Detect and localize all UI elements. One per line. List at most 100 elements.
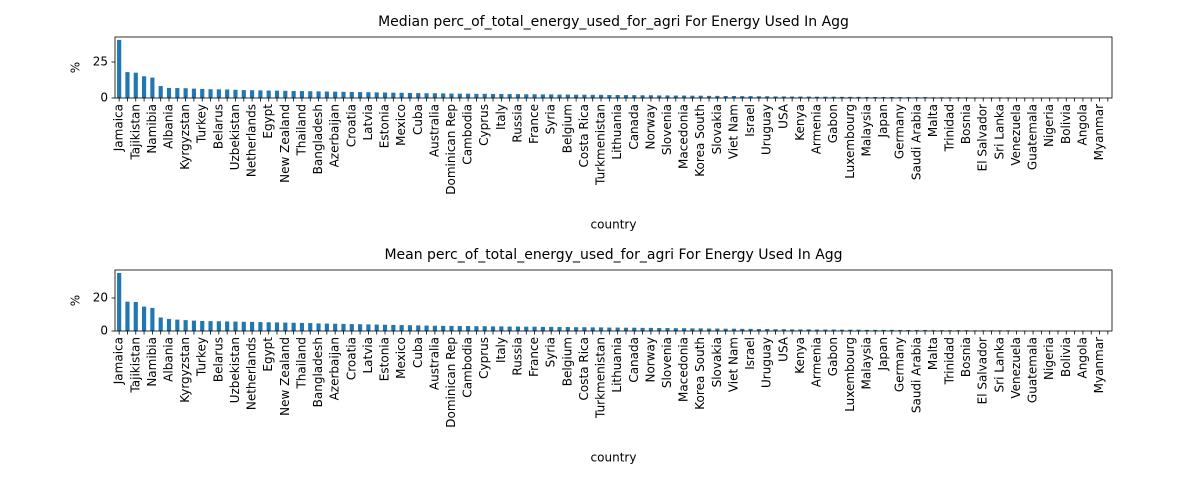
x-tick-label: Slovenia [660,104,674,155]
bar [299,91,305,98]
x-tick-label: Macedonia [677,337,691,402]
bar [150,307,155,331]
bar [474,93,479,98]
bar [117,272,122,331]
x-tick-label: Italy [494,104,508,130]
x-tick-label: Canada [627,104,641,150]
x-tick-label: Macedonia [677,104,691,169]
x-tick-label: Belarus [211,337,225,382]
bar [632,95,637,98]
bar [349,324,354,331]
x-tick-label: Dominican Rep [444,104,458,195]
x-tick-label: Gabon [826,104,840,143]
x-tick-label: Tajikistan [128,337,142,394]
bar [814,96,820,98]
x-tick-label: Japan [876,337,890,371]
x-tick-label: Japan [876,104,890,138]
bar [682,95,687,98]
x-tick-label: Viet Nam [726,104,740,159]
bar [216,89,221,98]
bar [607,94,612,98]
bar [574,94,579,98]
bar [706,328,712,331]
bar [449,325,454,331]
x-tick-label: Kenya [793,337,807,374]
bar [125,301,130,331]
x-tick-label: Gabon [826,337,840,376]
x-tick-label: Malta [926,104,940,137]
bar [582,327,587,331]
bar [565,327,570,331]
x-axis-label: country [591,218,637,232]
bar [615,94,620,98]
bar [898,330,903,331]
x-tick-label: Nigeria [1042,104,1056,147]
bar [790,96,795,98]
x-tick-label: Nigeria [1042,337,1056,380]
x-tick-label: Estonia [378,337,392,381]
bar [939,330,944,331]
x-tick-label: Armenia [810,337,824,387]
x-tick-label: Malaysia [859,104,873,156]
bar [740,328,745,331]
x-tick-label: Trinidad [942,337,956,385]
bar [490,326,496,331]
bar [374,92,379,98]
bar [441,93,446,98]
x-tick-label: Namibia [145,104,159,154]
bar [856,329,861,331]
x-tick-label: Luxembourg [843,337,857,412]
bar [466,326,471,331]
bar [266,90,271,98]
bar [873,96,878,98]
x-tick-label: USA [776,336,790,362]
x-tick-label: Kyrgyzstan [178,104,192,170]
bar [482,326,487,331]
bar [540,326,545,331]
x-tick-label: Bangladesh [311,337,325,407]
x-tick-label: Slovakia [710,337,724,387]
bar [142,76,147,98]
x-tick-label: Albania [162,337,176,382]
x-tick-label: Bolivia [1059,337,1073,377]
bar [274,322,280,331]
x-tick-label: Guatemala [1026,104,1040,170]
bar [191,320,197,331]
bar [382,324,388,331]
y-tick-label: 0 [100,91,108,105]
bar [208,321,213,331]
x-tick-label: Myanmar [1092,104,1106,160]
x-tick-label: Slovenia [660,337,674,388]
bar [964,330,969,331]
bar [848,329,853,331]
x-tick-label: Venezuela [1009,337,1023,399]
bar [333,323,338,331]
bar [158,86,163,98]
bar [790,329,795,331]
bar [715,328,720,331]
x-tick-label: Russia [510,104,524,143]
bar [515,94,521,98]
x-tick-label: Cuba [411,337,425,368]
bar [582,94,587,98]
x-tick-label: Latvia [361,337,375,374]
x-tick-label: Australia [427,104,441,157]
bar [358,92,363,98]
x-tick-label: El Salvador [976,337,990,404]
bar [241,90,246,98]
x-tick-label: Belgium [560,104,574,153]
bar [274,90,280,98]
bar [117,39,122,98]
bar [690,95,695,98]
bar [706,95,712,98]
bar [366,324,371,331]
x-tick-label: Angola [1075,104,1089,145]
bar [125,72,130,98]
x-tick-label: Jamaica [112,337,126,385]
bar [241,321,246,331]
bar [598,94,604,98]
x-tick-label: Belgium [560,337,574,386]
bar [175,88,180,98]
bar [598,327,604,331]
